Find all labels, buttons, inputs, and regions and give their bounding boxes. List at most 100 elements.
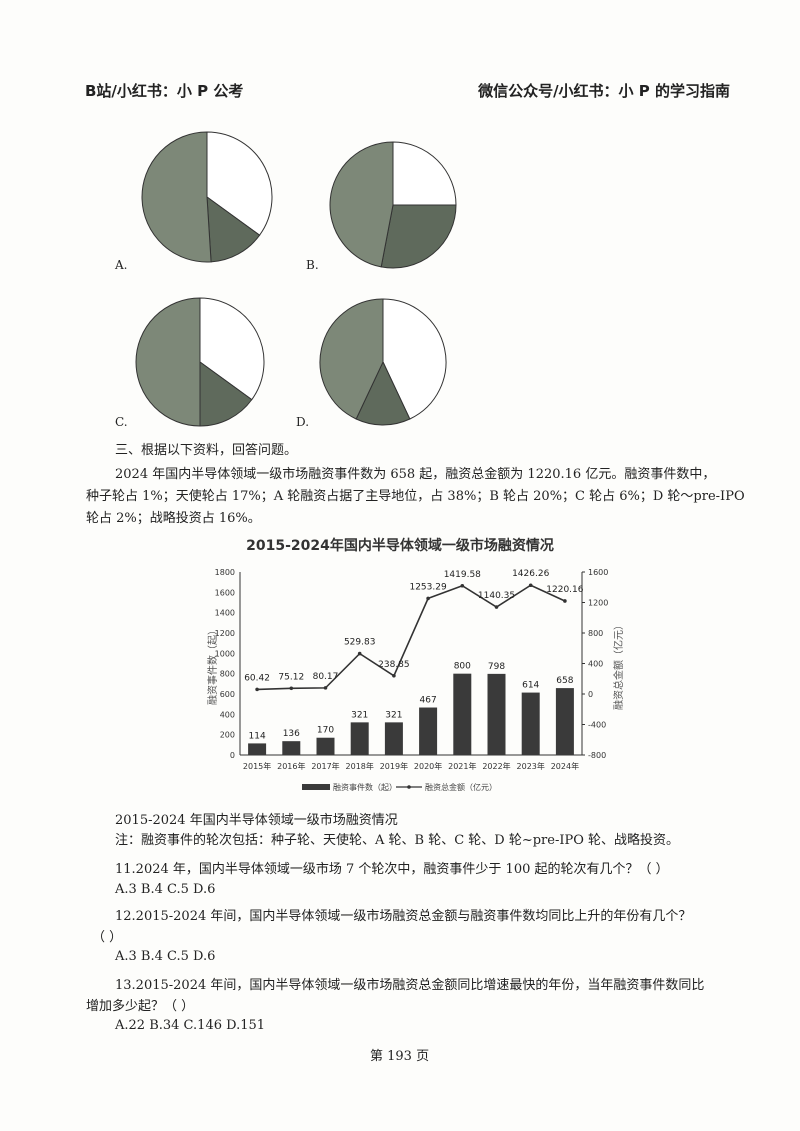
- line-label: 1419.58: [444, 570, 481, 580]
- x-tick-label: 2024年: [551, 761, 579, 771]
- line-label: 529.83: [344, 638, 376, 648]
- legend-bar-label: 融资事件数（起）: [333, 782, 397, 792]
- y2-axis-label: 融资总金额（亿元）: [612, 620, 625, 710]
- y-axis-label: 融资事件数（起）: [206, 625, 219, 705]
- y-tick-label: 0: [230, 751, 235, 760]
- bar: [419, 707, 438, 755]
- legend-line-label: 融资总金额（亿元）: [425, 782, 497, 792]
- line-label: 1220.16: [546, 585, 583, 595]
- question-13-cont: 增加多少起？（ ）: [86, 999, 195, 1014]
- line-point: [528, 583, 533, 588]
- bar-label: 800: [454, 662, 471, 672]
- line-label: 1253.29: [409, 582, 446, 592]
- pie-slice: [355, 360, 411, 426]
- y-tick-label: 1400: [215, 609, 235, 618]
- pie-options: [135, 131, 457, 427]
- line-label: 80.17: [313, 672, 339, 682]
- line-label: 1140.35: [478, 591, 515, 601]
- y-tick-label: 1000: [215, 649, 235, 658]
- pie-slice: [199, 297, 265, 401]
- x-tick-label: 2019年: [380, 761, 408, 771]
- question-12-cont: （ ）: [92, 930, 123, 945]
- option-a-label: A.: [115, 258, 128, 272]
- header-right: 微信公众号/小红书：小 P 的学习指南: [478, 82, 730, 100]
- page-number: 第 193 页: [370, 1049, 430, 1064]
- bar: [487, 673, 506, 755]
- legend-line-marker: [407, 785, 411, 789]
- bar: [248, 743, 267, 755]
- chart-title: 2015-2024年国内半导体领域一级市场融资情况: [246, 537, 554, 554]
- y-tick-label: 1800: [215, 568, 235, 577]
- x-tick-label: 2017年: [311, 761, 339, 771]
- bar-label: 114: [249, 731, 266, 741]
- bar: [316, 737, 335, 755]
- x-tick-label: 2023年: [517, 761, 545, 771]
- pie-slice: [206, 195, 261, 263]
- line-point: [563, 599, 567, 603]
- question-12: 12.2015-2024 年间，国内半导体领域一级市场融资总金额与融资事件数均同…: [115, 909, 692, 924]
- para-line: 轮占 2%；战略投资占 16%。: [86, 511, 261, 526]
- line-label: 60.42: [244, 673, 270, 683]
- bar-label: 798: [488, 662, 505, 672]
- chart-caption: 2015-2024 年国内半导体领域一级市场融资情况: [115, 813, 398, 828]
- question-13-options: A.22 B.34 C.146 D.151: [115, 1018, 266, 1033]
- line-point: [323, 686, 328, 690]
- y2-tick-label: 1600: [588, 568, 608, 577]
- bar: [521, 692, 540, 755]
- bar-label: 136: [283, 729, 300, 739]
- pie-slice: [199, 361, 253, 427]
- line-label: 238.85: [378, 660, 410, 670]
- y-tick-label: 600: [220, 690, 235, 699]
- bar-label: 170: [317, 726, 334, 736]
- pie-chart-c: [135, 297, 265, 427]
- question-12-options: A.3 B.4 C.5 D.6: [115, 949, 216, 964]
- bar: [453, 673, 472, 755]
- x-tick-label: 2022年: [482, 761, 510, 771]
- bar: [350, 722, 369, 755]
- y2-tick-label: 1200: [588, 599, 608, 608]
- line-point: [255, 687, 259, 692]
- line-point: [289, 686, 294, 691]
- bar: [555, 688, 574, 755]
- para-line: 种子轮占 1%；天使轮占 17%；A 轮融资占据了主导地位，占 38%；B 轮占…: [86, 489, 745, 504]
- x-tick-label: 2021年: [448, 761, 476, 771]
- y2-tick-label: -400: [588, 721, 606, 730]
- y-tick-label: 200: [220, 731, 235, 740]
- line-label: 75.12: [278, 672, 304, 682]
- question-11-options: A.3 B.4 C.5 D.6: [115, 882, 216, 897]
- line-point: [494, 605, 499, 609]
- line-label: 1426.26: [512, 569, 549, 579]
- legend-bar-swatch: [302, 784, 330, 790]
- y-tick-label: 400: [220, 710, 235, 719]
- y2-tick-label: 800: [588, 629, 603, 638]
- line-point: [426, 596, 430, 601]
- bar: [282, 741, 301, 755]
- financing-chart: 2015-2024年国内半导体领域一级市场融资情况 融资事件数（起） 融资总金额…: [206, 537, 625, 792]
- pie-slice: [382, 298, 447, 420]
- option-d-label: D.: [296, 415, 310, 429]
- bar-label: 321: [385, 710, 402, 720]
- x-tick-label: 2020年: [414, 761, 442, 771]
- pie-chart-b: [329, 141, 457, 269]
- line-point: [460, 583, 465, 588]
- y2-tick-label: 0: [588, 690, 593, 699]
- pie-slice: [329, 141, 394, 268]
- y2-tick-label: 400: [588, 660, 603, 669]
- x-tick-label: 2018年: [346, 761, 374, 771]
- pie-slice: [380, 204, 457, 269]
- y-tick-label: 800: [220, 670, 235, 679]
- pie-slice: [319, 298, 384, 420]
- option-b-label: B.: [306, 258, 319, 272]
- x-tick-label: 2016年: [277, 761, 305, 771]
- bar-label: 658: [556, 676, 573, 686]
- chart-note: 注：融资事件的轮次包括：种子轮、天使轮、A 轮、B 轮、C 轮、D 轮~pre-…: [115, 833, 680, 848]
- line-point: [357, 651, 362, 656]
- header-left: B站/小红书：小 P 公考: [85, 82, 244, 100]
- para-line: 2024 年国内半导体领域一级市场融资事件数为 658 起，融资总金额为 122…: [115, 467, 716, 482]
- question-11: 11.2024 年，国内半导体领域一级市场 7 个轮次中，融资事件少于 100 …: [115, 862, 669, 877]
- bar-label: 614: [522, 681, 539, 691]
- y2-tick-label: -800: [588, 751, 606, 760]
- pie-slice: [141, 131, 212, 263]
- section-title: 三、根据以下资料，回答问题。: [115, 443, 298, 458]
